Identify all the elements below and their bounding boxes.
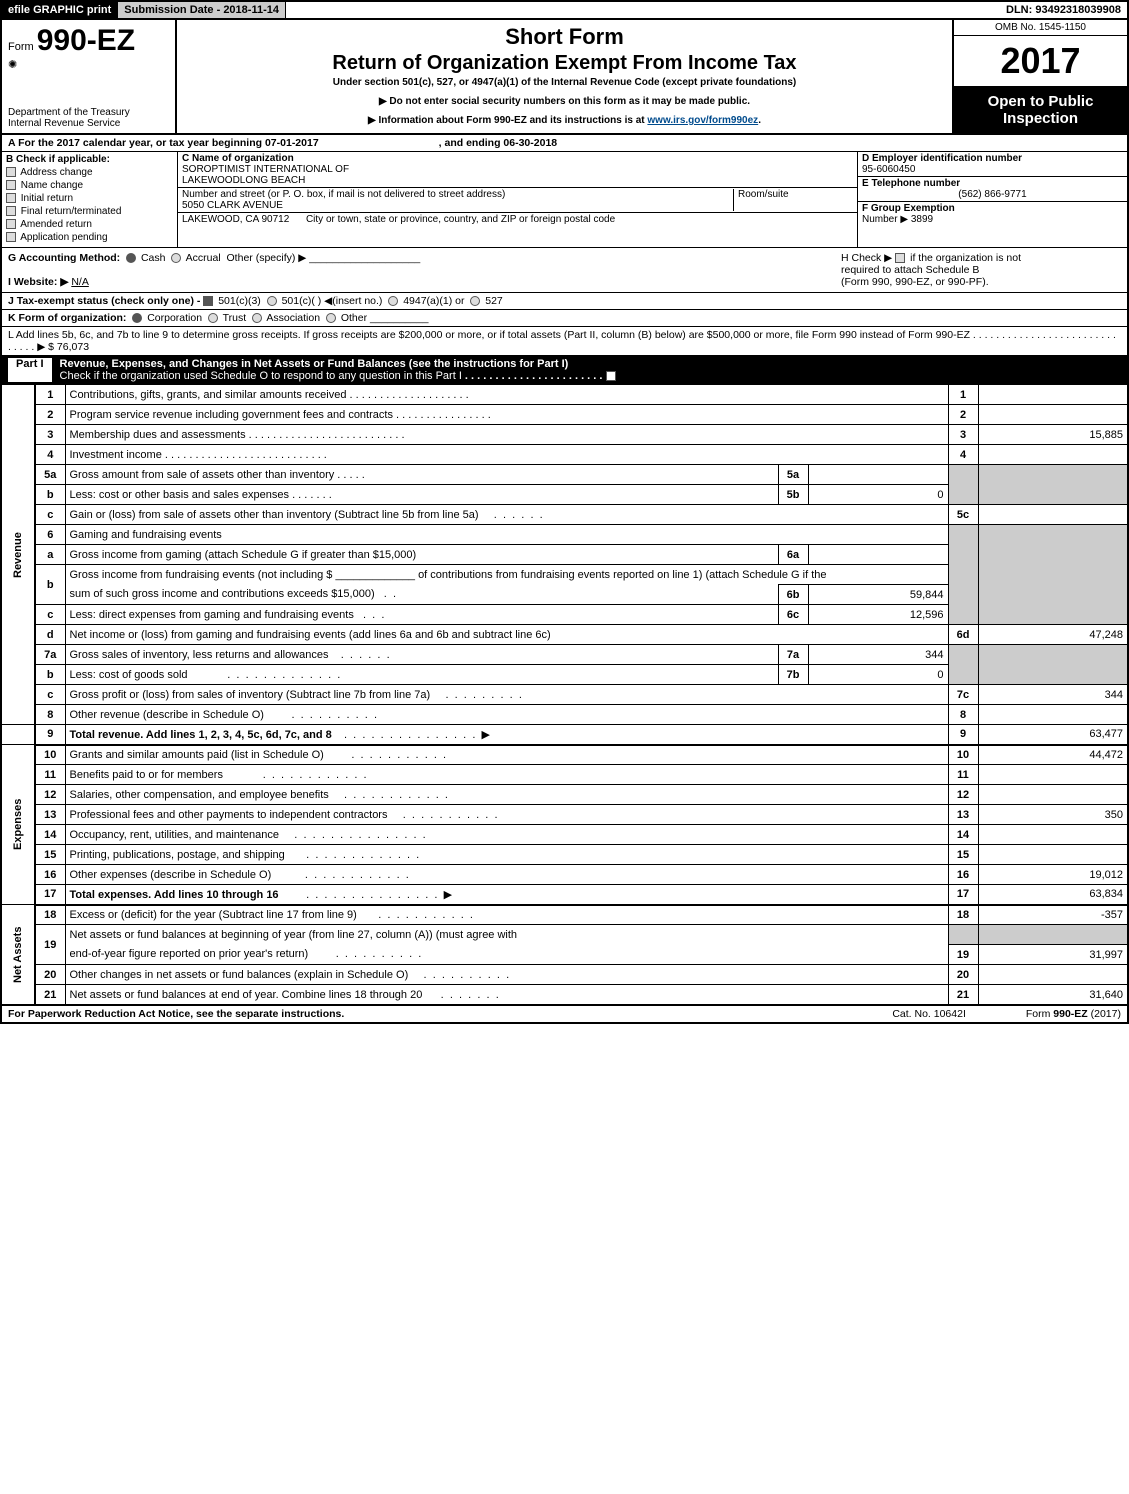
chk-501c3[interactable] (203, 296, 213, 306)
ein-value: 95-6060450 (862, 164, 915, 175)
chk-app-pending[interactable]: Application pending (6, 232, 173, 243)
part1-title: Revenue, Expenses, and Changes in Net As… (60, 358, 569, 370)
val-16: 19,012 (978, 865, 1128, 885)
info-prefix: ▶ Information about Form 990-EZ and its … (368, 115, 647, 126)
org-street: 5050 CLARK AVENUE (182, 200, 283, 211)
val-9: 63,477 (978, 725, 1128, 745)
group-exemption-value: 3899 (911, 214, 933, 225)
h-text3: required to attach Schedule B (841, 264, 979, 276)
val-17: 63,834 (978, 885, 1128, 905)
k-label: K Form of organization: (8, 312, 126, 324)
top-bar: efile GRAPHIC print Submission Date - 20… (0, 0, 1129, 20)
room-label: Room/suite (738, 189, 789, 200)
paperwork-notice: For Paperwork Reduction Act Notice, see … (8, 1008, 344, 1020)
part1-check-text: Check if the organization used Schedule … (60, 370, 462, 382)
chk-assoc[interactable] (252, 313, 262, 323)
section-abcdef: B Check if applicable: Address change Na… (0, 152, 1129, 248)
chk-527[interactable] (470, 296, 480, 306)
line-a-ending: , and ending 06-30-2018 (439, 137, 557, 149)
org-city: LAKEWOOD, CA 90712 (182, 214, 289, 225)
lines-table: Revenue 1 Contributions, gifts, grants, … (0, 384, 1129, 1005)
ln-1: 1 (35, 385, 65, 405)
side-expenses: Expenses (1, 745, 35, 905)
title-short-form: Short Form (185, 24, 944, 50)
chk-other-org[interactable] (326, 313, 336, 323)
chk-corp[interactable] (132, 313, 142, 323)
b-label: B Check if applicable: (6, 154, 110, 165)
chk-h-schedule-b[interactable] (895, 253, 905, 263)
val-13: 350 (978, 805, 1128, 825)
h-check-label: H Check ▶ (841, 252, 892, 264)
form-prefix: Form (8, 41, 34, 53)
val-10: 44,472 (978, 745, 1128, 765)
line-a: A For the 2017 calendar year, or tax yea… (8, 137, 319, 149)
chk-trust[interactable] (208, 313, 218, 323)
chk-4947[interactable] (388, 296, 398, 306)
part1-header: Part I Revenue, Expenses, and Changes in… (0, 356, 1129, 384)
tax-year: 2017 (954, 36, 1127, 87)
val-5b: 0 (808, 485, 948, 505)
street-label: Number and street (or P. O. box, if mail… (182, 189, 505, 200)
h-text2: if the organization is not (910, 252, 1021, 264)
irs-label: Internal Revenue Service (8, 118, 169, 129)
j-label: J Tax-exempt status (check only one) - (8, 295, 200, 307)
omb-number: OMB No. 1545-1150 (954, 20, 1127, 36)
submission-date: Submission Date - 2018-11-14 (118, 2, 286, 18)
efile-label[interactable]: efile GRAPHIC print (2, 2, 118, 18)
e-phone-label: E Telephone number (862, 178, 960, 189)
f-group-label: F Group Exemption (862, 203, 955, 214)
h-text4: (Form 990, 990-EZ, or 990-PF). (841, 276, 989, 288)
org-name-1: SOROPTIMIST INTERNATIONAL OF (182, 164, 349, 175)
chk-address-change[interactable]: Address change (6, 167, 173, 178)
form-number: 990-EZ (37, 24, 135, 57)
dept-treasury: Department of the Treasury (8, 107, 169, 118)
c-name-label: C Name of organization (182, 153, 294, 164)
footer: For Paperwork Reduction Act Notice, see … (0, 1005, 1129, 1024)
city-label: City or town, state or province, country… (306, 214, 615, 225)
chk-name-change[interactable]: Name change (6, 180, 173, 191)
org-name-2: LAKEWOODLONG BEACH (182, 175, 305, 186)
val-3: 15,885 (978, 425, 1128, 445)
val-7b: 0 (808, 665, 948, 685)
row-g-h-i: G Accounting Method: Cash Accrual Other … (0, 248, 1129, 293)
g-label: G Accounting Method: (8, 252, 120, 264)
val-7c: 344 (978, 685, 1128, 705)
val-6b: 59,844 (808, 585, 948, 605)
chk-cash[interactable] (126, 253, 136, 263)
val-6c: 12,596 (808, 605, 948, 625)
chk-amended[interactable]: Amended return (6, 219, 173, 230)
form-header: Form 990-EZ ✺ Department of the Treasury… (0, 20, 1129, 135)
val-6d: 47,248 (978, 625, 1128, 645)
val-19: 31,997 (978, 945, 1128, 965)
val-18: -357 (978, 905, 1128, 925)
part1-label: Part I (8, 358, 52, 382)
subtitle-section: Under section 501(c), 527, or 4947(a)(1)… (185, 77, 944, 88)
cat-no: Cat. No. 10642I (892, 1008, 966, 1020)
chk-501c[interactable] (267, 296, 277, 306)
open-public-2: Inspection (956, 110, 1125, 127)
side-netassets: Net Assets (1, 905, 35, 1005)
l-text: L Add lines 5b, 6c, and 7b to line 9 to … (8, 329, 970, 341)
side-revenue: Revenue (1, 385, 35, 725)
val-7a: 344 (808, 645, 948, 665)
chk-schedule-o[interactable] (606, 371, 616, 381)
val-21: 31,640 (978, 985, 1128, 1005)
irs-link[interactable]: www.irs.gov/form990ez (647, 115, 758, 126)
chk-final-return[interactable]: Final return/terminated (6, 206, 173, 217)
chk-initial-return[interactable]: Initial return (6, 193, 173, 204)
l-amount: ▶ $ 76,073 (37, 341, 89, 353)
open-public-1: Open to Public (956, 93, 1125, 110)
f-number-label: Number ▶ (862, 214, 908, 225)
phone-value: (562) 866-9771 (862, 189, 1123, 200)
i-website-label: I Website: ▶ (8, 276, 68, 288)
warning-ssn: ▶ Do not enter social security numbers o… (185, 96, 944, 107)
chk-accrual[interactable] (171, 253, 181, 263)
dln: DLN: 93492318039908 (1000, 2, 1127, 18)
website-value: N/A (71, 276, 89, 288)
title-return: Return of Organization Exempt From Incom… (185, 52, 944, 75)
irs-logo-icon: ✺ (8, 58, 169, 71)
d-ein-label: D Employer identification number (862, 153, 1022, 164)
